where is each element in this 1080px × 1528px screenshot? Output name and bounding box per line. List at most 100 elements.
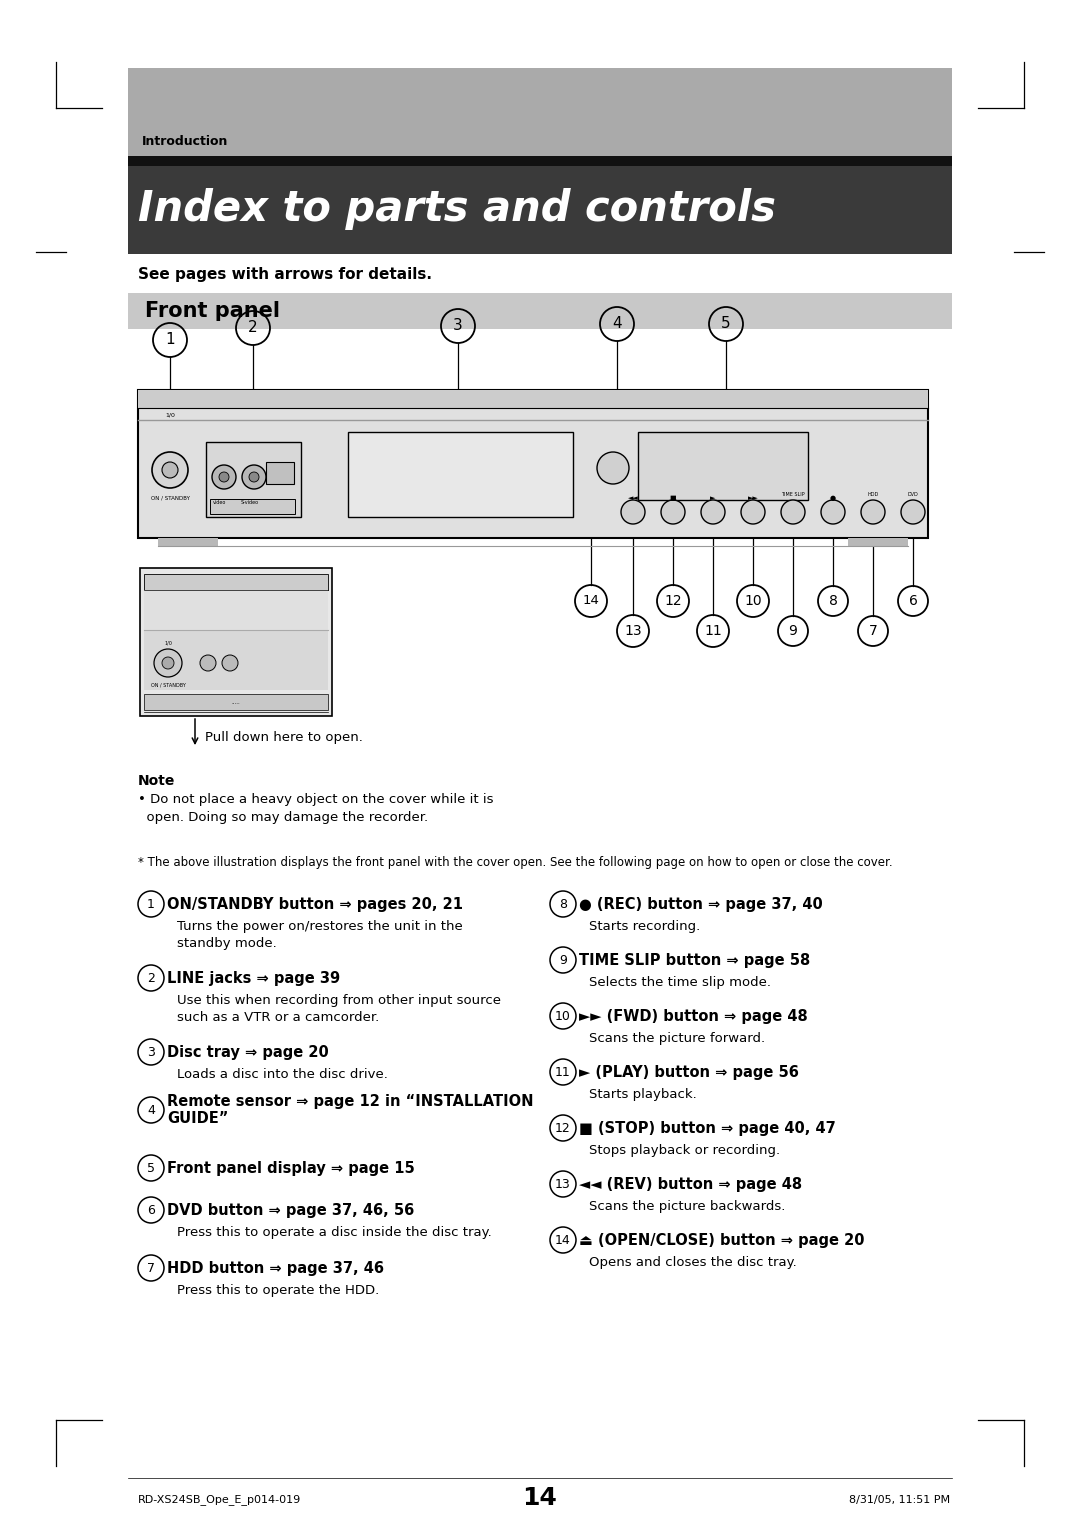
Text: 10: 10 xyxy=(744,594,761,608)
Text: 2: 2 xyxy=(147,972,154,984)
Text: 3: 3 xyxy=(147,1045,154,1059)
Text: 1: 1 xyxy=(147,897,154,911)
Text: 14: 14 xyxy=(555,1233,571,1247)
Circle shape xyxy=(200,656,216,671)
Text: 4: 4 xyxy=(147,1103,154,1117)
Text: ON / STANDBY: ON / STANDBY xyxy=(150,683,186,688)
Text: Pull down here to open.: Pull down here to open. xyxy=(205,732,363,744)
Circle shape xyxy=(219,472,229,481)
Text: 10: 10 xyxy=(555,1010,571,1022)
Text: ■ (STOP) button ⇒ page 40, 47: ■ (STOP) button ⇒ page 40, 47 xyxy=(579,1120,836,1135)
Circle shape xyxy=(621,500,645,524)
Circle shape xyxy=(162,461,178,478)
Circle shape xyxy=(162,657,174,669)
Circle shape xyxy=(222,656,238,671)
Text: TIME SLIP button ⇒ page 58: TIME SLIP button ⇒ page 58 xyxy=(579,952,810,967)
Bar xyxy=(129,167,951,254)
Bar xyxy=(144,575,328,590)
Text: 3: 3 xyxy=(454,318,463,333)
Bar xyxy=(638,432,808,500)
Bar xyxy=(144,630,328,691)
Text: 13: 13 xyxy=(555,1178,571,1190)
Text: ►: ► xyxy=(711,495,716,501)
Circle shape xyxy=(249,472,259,481)
Text: Index to parts and controls: Index to parts and controls xyxy=(138,188,775,231)
Text: Use this when recording from other input source
such as a VTR or a camcorder.: Use this when recording from other input… xyxy=(177,995,501,1024)
Text: ◄◄: ◄◄ xyxy=(627,495,638,501)
Bar xyxy=(138,390,928,408)
Text: 13: 13 xyxy=(624,623,642,639)
Text: Front panel display ⇒ page 15: Front panel display ⇒ page 15 xyxy=(167,1160,415,1175)
Text: Introduction: Introduction xyxy=(141,134,228,148)
Text: ⏏ (OPEN/CLOSE) button ⇒ page 20: ⏏ (OPEN/CLOSE) button ⇒ page 20 xyxy=(579,1233,864,1247)
Text: 7: 7 xyxy=(147,1262,156,1274)
Text: 8/31/05, 11:51 PM: 8/31/05, 11:51 PM xyxy=(849,1494,950,1505)
Text: Starts playback.: Starts playback. xyxy=(589,1088,697,1102)
Text: 14: 14 xyxy=(582,594,599,608)
Text: LINE jacks ⇒ page 39: LINE jacks ⇒ page 39 xyxy=(167,970,340,986)
Circle shape xyxy=(901,500,924,524)
Text: HDD: HDD xyxy=(867,492,879,497)
Text: Opens and closes the disc tray.: Opens and closes the disc tray. xyxy=(589,1256,797,1268)
Text: Remote sensor ⇒ page 12 in “INSTALLATION
GUIDE”: Remote sensor ⇒ page 12 in “INSTALLATION… xyxy=(167,1094,534,1126)
Bar xyxy=(129,156,951,167)
Text: Starts recording.: Starts recording. xyxy=(589,920,700,934)
Bar xyxy=(206,442,301,516)
Text: 2: 2 xyxy=(248,321,258,336)
Circle shape xyxy=(741,500,765,524)
Bar xyxy=(266,461,294,484)
Text: 9: 9 xyxy=(788,623,797,639)
Text: ON / STANDBY: ON / STANDBY xyxy=(150,495,189,501)
Text: Scans the picture forward.: Scans the picture forward. xyxy=(589,1031,765,1045)
Circle shape xyxy=(821,500,845,524)
Text: ON/STANDBY button ⇒ pages 20, 21: ON/STANDBY button ⇒ pages 20, 21 xyxy=(167,897,463,912)
Bar xyxy=(138,390,928,538)
Text: 8: 8 xyxy=(559,897,567,911)
Text: Scans the picture backwards.: Scans the picture backwards. xyxy=(589,1199,785,1213)
Text: DVD: DVD xyxy=(907,492,918,497)
Text: TIME SLIP: TIME SLIP xyxy=(781,492,805,497)
Text: Front panel: Front panel xyxy=(145,301,280,321)
Text: ●: ● xyxy=(829,495,836,501)
Circle shape xyxy=(661,500,685,524)
Text: 1: 1 xyxy=(165,333,175,347)
Text: 7: 7 xyxy=(868,623,877,639)
Text: ● (REC) button ⇒ page 37, 40: ● (REC) button ⇒ page 37, 40 xyxy=(579,897,823,912)
Bar xyxy=(158,538,218,545)
Text: 12: 12 xyxy=(664,594,681,608)
Circle shape xyxy=(242,465,266,489)
Text: 4: 4 xyxy=(612,316,622,332)
Circle shape xyxy=(861,500,885,524)
Text: Selects the time slip mode.: Selects the time slip mode. xyxy=(589,976,771,989)
Text: .....: ..... xyxy=(231,700,241,704)
Bar xyxy=(144,694,328,711)
Text: * The above illustration displays the front panel with the cover open. See the f: * The above illustration displays the fr… xyxy=(138,856,893,869)
Text: RD-XS24SB_Ope_E_p014-019: RD-XS24SB_Ope_E_p014-019 xyxy=(138,1494,301,1505)
Text: S-video: S-video xyxy=(241,500,259,504)
Text: HDD button ⇒ page 37, 46: HDD button ⇒ page 37, 46 xyxy=(167,1261,384,1276)
Text: 11: 11 xyxy=(555,1065,571,1079)
Text: ► (PLAY) button ⇒ page 56: ► (PLAY) button ⇒ page 56 xyxy=(579,1065,799,1079)
Text: 1/0: 1/0 xyxy=(164,640,172,645)
Text: Loads a disc into the disc drive.: Loads a disc into the disc drive. xyxy=(177,1068,388,1080)
Text: Turns the power on/restores the unit in the
standby mode.: Turns the power on/restores the unit in … xyxy=(177,920,462,950)
Text: 11: 11 xyxy=(704,623,721,639)
Bar xyxy=(348,432,573,516)
Circle shape xyxy=(212,465,237,489)
Circle shape xyxy=(781,500,805,524)
Bar xyxy=(129,69,951,156)
Text: 14: 14 xyxy=(523,1487,557,1510)
Text: video: video xyxy=(214,500,227,504)
Circle shape xyxy=(154,649,183,677)
Bar xyxy=(848,538,908,545)
Text: 12: 12 xyxy=(555,1122,571,1134)
Text: ■: ■ xyxy=(670,495,676,501)
Bar xyxy=(210,500,295,513)
Bar xyxy=(144,590,328,630)
Bar xyxy=(129,293,951,329)
Text: 6: 6 xyxy=(147,1204,154,1216)
Circle shape xyxy=(597,452,629,484)
Text: ►► (FWD) button ⇒ page 48: ►► (FWD) button ⇒ page 48 xyxy=(579,1008,808,1024)
Text: Press this to operate a disc inside the disc tray.: Press this to operate a disc inside the … xyxy=(177,1225,491,1239)
Text: Stops playback or recording.: Stops playback or recording. xyxy=(589,1144,780,1157)
